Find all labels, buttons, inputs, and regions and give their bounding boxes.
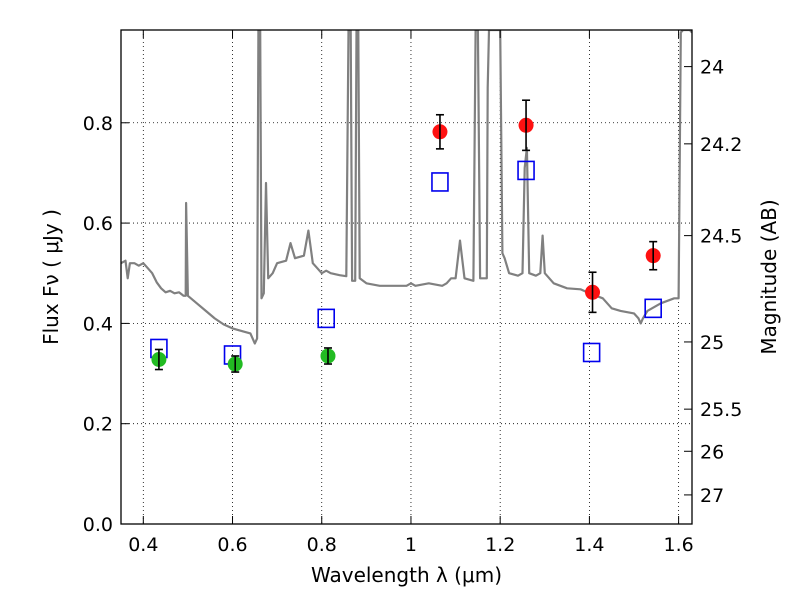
blue-square-marker	[517, 160, 535, 181]
data-points	[150, 99, 662, 373]
blue-square-marker	[317, 308, 336, 329]
right-tick-label: 24.5	[700, 226, 742, 248]
y-axis-label: Flux Fν ( μJy )	[39, 209, 63, 345]
blue-square-marker	[431, 172, 449, 192]
y-tick-label: 0.4	[83, 313, 113, 335]
model-spectrum	[121, 30, 692, 345]
x-tick-label: 0.8	[307, 534, 337, 556]
right-axis-label: Magnitude (AB)	[757, 199, 781, 354]
right-tick-label: 27	[700, 485, 724, 507]
blue-square-marker	[582, 342, 601, 363]
x-tick-label: 1	[405, 534, 417, 556]
y-tick-label: 0.6	[83, 213, 113, 235]
right-tick-label: 25	[700, 332, 724, 354]
right-axis-ticks: 24 24.2 24.5 25 25.5 26 27	[684, 57, 742, 507]
x-tick-label: 1.2	[485, 534, 515, 556]
grid-lines	[121, 30, 692, 525]
y-tick-label: 0.8	[83, 113, 113, 135]
plot-frame	[120, 29, 693, 525]
right-tick-label: 25.5	[700, 399, 742, 421]
spectrum-line	[121, 30, 692, 345]
right-tick-label: 24	[700, 57, 724, 79]
y-tick-label: 0.0	[83, 514, 113, 536]
x-axis-label: Wavelength λ (μm)	[311, 563, 502, 587]
y-tick-label: 0.2	[83, 414, 113, 436]
x-axis-ticks: 0.4 0.6 0.8 1 1.2 1.4 1.6	[128, 30, 694, 556]
x-tick-label: 0.6	[217, 534, 247, 556]
right-tick-label: 26	[700, 441, 724, 463]
x-tick-label: 0.4	[128, 534, 158, 556]
x-tick-label: 1.4	[574, 534, 604, 556]
y-axis-ticks: 0.0 0.2 0.4 0.6 0.8	[83, 113, 129, 536]
blue-square-marker	[644, 298, 662, 319]
x-tick-label: 1.6	[664, 534, 694, 556]
right-tick-label: 24.2	[700, 134, 742, 156]
